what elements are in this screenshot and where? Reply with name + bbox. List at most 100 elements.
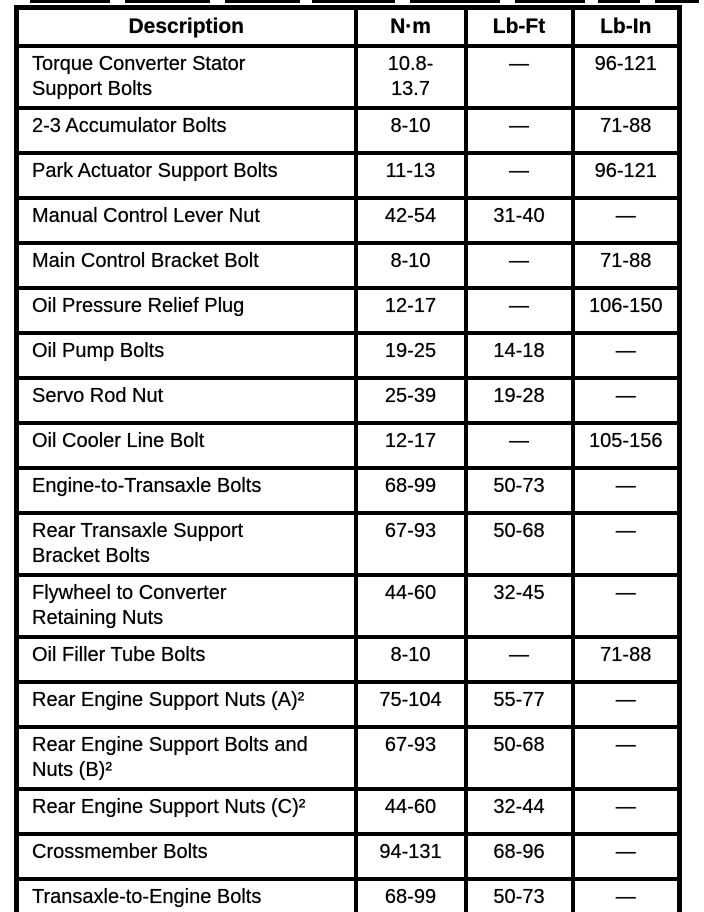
table-row: Rear Transaxle Support Bracket Bolts 67-… xyxy=(14,511,682,577)
description-cell: Transaxle-to-Engine Bolts xyxy=(14,877,358,912)
lbft-cell: 55-77 xyxy=(463,680,575,729)
table-row: Torque Converter Stator Support Bolts 10… xyxy=(14,44,682,110)
nm-cell: 25-39 xyxy=(353,376,468,425)
lbft-cell: 32-44 xyxy=(463,787,575,836)
lbft-cell: 31-40 xyxy=(463,196,575,245)
description-cell: Rear Engine Support Nuts (C)² xyxy=(14,787,358,836)
lbin-cell: 106-150 xyxy=(570,286,682,335)
nm-cell: 8-10 xyxy=(353,106,468,155)
lbft-cell: 68-96 xyxy=(463,832,575,881)
scan-artifact xyxy=(515,0,585,3)
table-row: Engine-to-Transaxle Bolts 68-99 50-73 — xyxy=(14,466,682,515)
lbin-cell: — xyxy=(570,196,682,245)
header-row: Description N·m Lb-Ft Lb-In xyxy=(14,5,682,48)
lbin-cell: — xyxy=(570,725,682,791)
table-row: Oil Pump Bolts 19-25 14-18 — xyxy=(14,331,682,380)
lbin-cell: — xyxy=(570,466,682,515)
lbft-cell: — xyxy=(463,241,575,290)
lbft-cell: 50-73 xyxy=(463,466,575,515)
torque-spec-table: Description N·m Lb-Ft Lb-In Torque Conve… xyxy=(14,5,682,912)
table-row: 2-3 Accumulator Bolts 8-10 — 71-88 xyxy=(14,106,682,155)
scan-artifact xyxy=(312,0,395,3)
lbft-cell: — xyxy=(463,151,575,200)
lbft-cell: 32-45 xyxy=(463,573,575,639)
table-row: Transaxle-to-Engine Bolts 68-99 50-73 — xyxy=(14,877,682,912)
lbin-cell: — xyxy=(570,331,682,380)
scan-artifact xyxy=(125,0,210,3)
description-cell: Oil Pump Bolts xyxy=(14,331,358,380)
nm-cell: 12-17 xyxy=(353,421,468,470)
table-row: Oil Pressure Relief Plug 12-17 — 106-150 xyxy=(14,286,682,335)
lbft-cell: — xyxy=(463,421,575,470)
table-row: Flywheel to Converter Retaining Nuts 44-… xyxy=(14,573,682,639)
table-row: Servo Rod Nut 25-39 19-28 — xyxy=(14,376,682,425)
nm-cell: 44-60 xyxy=(353,787,468,836)
lbft-cell: — xyxy=(463,106,575,155)
scan-artifact xyxy=(410,0,500,3)
table-row: Manual Control Lever Nut 42-54 31-40 — xyxy=(14,196,682,245)
lbin-cell: 71-88 xyxy=(570,635,682,684)
lbft-cell: 50-73 xyxy=(463,877,575,912)
lbft-cell: — xyxy=(463,635,575,684)
description-cell: Torque Converter Stator Support Bolts xyxy=(14,44,358,110)
lbin-cell: — xyxy=(570,787,682,836)
table-row: Rear Engine Support Nuts (A)² 75-104 55-… xyxy=(14,680,682,729)
nm-cell: 67-93 xyxy=(353,725,468,791)
table-row: Crossmember Bolts 94-131 68-96 — xyxy=(14,832,682,881)
header-lbft: Lb-Ft xyxy=(463,5,575,48)
lbft-cell: 50-68 xyxy=(463,725,575,791)
lbin-cell: — xyxy=(570,376,682,425)
nm-cell: 67-93 xyxy=(353,511,468,577)
nm-cell: 11-13 xyxy=(353,151,468,200)
description-cell: Main Control Bracket Bolt xyxy=(14,241,358,290)
description-cell: Oil Filler Tube Bolts xyxy=(14,635,358,684)
nm-cell: 75-104 xyxy=(353,680,468,729)
lbft-cell: 50-68 xyxy=(463,511,575,577)
description-cell: Rear Engine Support Bolts and Nuts (B)² xyxy=(14,725,358,791)
header-description: Description xyxy=(14,5,358,48)
lbin-cell: 71-88 xyxy=(570,106,682,155)
scan-artifact xyxy=(30,0,110,3)
table-row: Rear Engine Support Nuts (C)² 44-60 32-4… xyxy=(14,787,682,836)
table-header: Description N·m Lb-Ft Lb-In xyxy=(14,5,682,48)
lbft-cell: 14-18 xyxy=(463,331,575,380)
scan-artifact xyxy=(225,0,300,3)
nm-cell: 10.8- 13.7 xyxy=(353,44,468,110)
description-cell: Oil Pressure Relief Plug xyxy=(14,286,358,335)
nm-cell: 8-10 xyxy=(353,635,468,684)
table-row: Rear Engine Support Bolts and Nuts (B)² … xyxy=(14,725,682,791)
table-body: Torque Converter Stator Support Bolts 10… xyxy=(14,44,682,912)
lbft-cell: 19-28 xyxy=(463,376,575,425)
lbft-cell: — xyxy=(463,286,575,335)
table-row: Main Control Bracket Bolt 8-10 — 71-88 xyxy=(14,241,682,290)
lbft-cell: — xyxy=(463,44,575,110)
nm-cell: 42-54 xyxy=(353,196,468,245)
table-row: Park Actuator Support Bolts 11-13 — 96-1… xyxy=(14,151,682,200)
nm-cell: 44-60 xyxy=(353,573,468,639)
description-cell: Manual Control Lever Nut xyxy=(14,196,358,245)
nm-cell: 68-99 xyxy=(353,466,468,515)
table-row: Oil Filler Tube Bolts 8-10 — 71-88 xyxy=(14,635,682,684)
lbin-cell: — xyxy=(570,511,682,577)
nm-cell: 12-17 xyxy=(353,286,468,335)
scan-artifact xyxy=(598,0,640,3)
lbin-cell: 96-121 xyxy=(570,44,682,110)
description-cell: Park Actuator Support Bolts xyxy=(14,151,358,200)
description-cell: Servo Rod Nut xyxy=(14,376,358,425)
table-row: Oil Cooler Line Bolt 12-17 — 105-156 xyxy=(14,421,682,470)
description-cell: Oil Cooler Line Bolt xyxy=(14,421,358,470)
description-cell: 2-3 Accumulator Bolts xyxy=(14,106,358,155)
nm-cell: 19-25 xyxy=(353,331,468,380)
description-cell: Flywheel to Converter Retaining Nuts xyxy=(14,573,358,639)
scan-artifact xyxy=(655,0,699,3)
description-cell: Rear Transaxle Support Bracket Bolts xyxy=(14,511,358,577)
header-nm: N·m xyxy=(353,5,468,48)
nm-cell: 68-99 xyxy=(353,877,468,912)
lbin-cell: — xyxy=(570,832,682,881)
description-cell: Engine-to-Transaxle Bolts xyxy=(14,466,358,515)
lbin-cell: 105-156 xyxy=(570,421,682,470)
lbin-cell: — xyxy=(570,680,682,729)
lbin-cell: — xyxy=(570,573,682,639)
lbin-cell: 71-88 xyxy=(570,241,682,290)
